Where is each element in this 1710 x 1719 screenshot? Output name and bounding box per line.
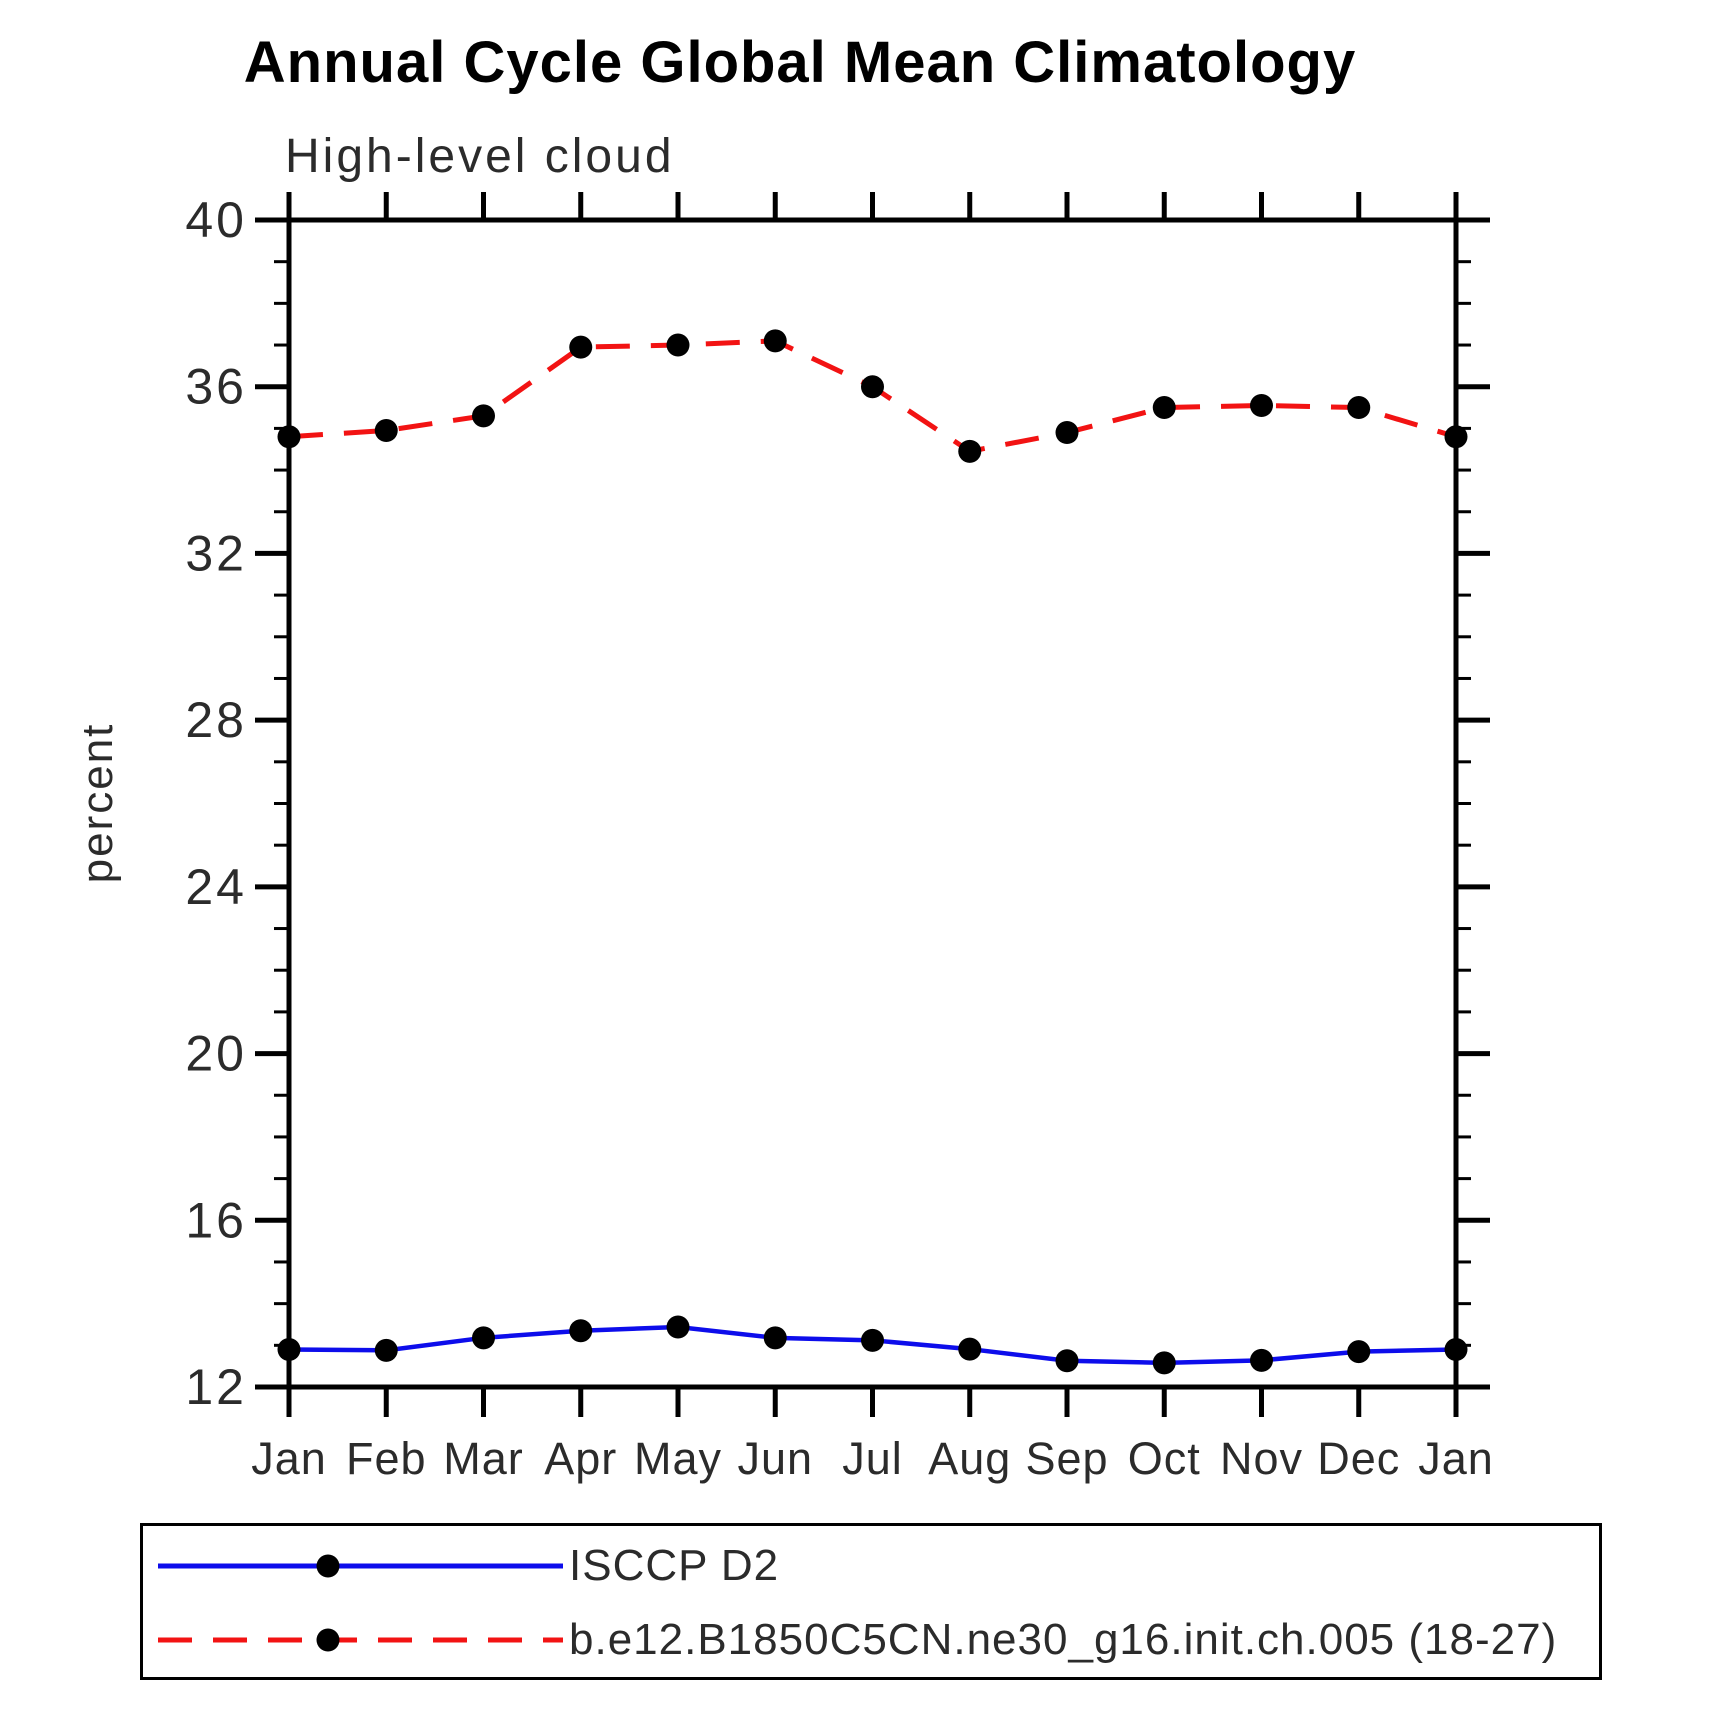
legend: ISCCP D2 b.e12.B1850C5CN.ne30_g16.init.c… — [140, 1523, 1602, 1680]
data-point — [1055, 1349, 1079, 1373]
data-point — [1347, 1340, 1371, 1364]
x-tick-label: Jan — [1418, 1433, 1494, 1484]
data-point — [666, 333, 690, 357]
data-point — [1444, 1337, 1468, 1361]
legend-sample-line-0 — [158, 1554, 563, 1578]
x-tick-label: Aug — [928, 1433, 1011, 1484]
legend-marker — [316, 1628, 340, 1652]
chart-subtitle: High-level cloud — [285, 130, 675, 183]
x-tick-label: Oct — [1128, 1433, 1201, 1484]
y-tick-label: 12 — [185, 1359, 247, 1415]
y-tick-label: 16 — [185, 1192, 247, 1248]
x-tick-label: Jun — [737, 1433, 813, 1484]
legend-entry-model: b.e12.B1850C5CN.ne30_g16.init.ch.005 (18… — [143, 1610, 1599, 1670]
y-tick-label: 20 — [185, 1026, 247, 1082]
data-point — [763, 1326, 787, 1350]
data-point — [1250, 1348, 1273, 1372]
data-point — [1444, 425, 1468, 449]
x-tick-label: Nov — [1220, 1433, 1303, 1484]
data-point — [472, 404, 495, 428]
legend-label-isccp: ISCCP D2 — [569, 1541, 780, 1590]
series-layer — [277, 329, 1468, 1375]
x-tick-label: Mar — [443, 1433, 524, 1484]
y-tick-label: 24 — [185, 859, 247, 915]
data-point — [374, 418, 398, 442]
chart-title: Annual Cycle Global Mean Climatology — [244, 30, 1356, 95]
data-point — [569, 1319, 593, 1343]
data-point — [1152, 396, 1176, 420]
data-point — [569, 335, 593, 359]
data-point — [861, 1328, 884, 1352]
x-tick-label: May — [634, 1433, 722, 1484]
data-point — [666, 1315, 690, 1339]
legend-marker — [316, 1554, 340, 1578]
axes-layer — [255, 192, 1490, 1417]
data-point — [277, 1337, 301, 1361]
x-tick-label: Feb — [346, 1433, 427, 1484]
data-point — [374, 1338, 398, 1362]
data-point — [861, 375, 884, 399]
x-tick-label: Dec — [1317, 1433, 1400, 1484]
legend-label-model: b.e12.B1850C5CN.ne30_g16.init.ch.005 (18… — [569, 1615, 1558, 1664]
legend-sample-line-1 — [158, 1628, 563, 1652]
x-tick-label: Apr — [544, 1433, 617, 1484]
legend-entry-isccp: ISCCP D2 — [143, 1536, 1599, 1596]
x-tick-label: Jan — [251, 1433, 327, 1484]
data-point — [958, 439, 982, 463]
data-point — [472, 1326, 495, 1350]
data-point — [1250, 393, 1273, 417]
x-tick-label: Jul — [842, 1433, 903, 1484]
tick-labels-layer: 12 16 20 24 28 32 36 40 Jan Feb Mar Apr May Jun Jul Aug… — [185, 192, 1494, 1484]
data-point — [277, 425, 301, 449]
data-point — [1347, 396, 1371, 420]
y-tick-label: 32 — [185, 525, 247, 581]
data-point — [1055, 421, 1079, 445]
y-axis-title: percent — [73, 723, 122, 884]
data-point — [1152, 1351, 1176, 1375]
data-point — [958, 1337, 982, 1361]
data-point — [763, 329, 787, 353]
x-tick-label: Sep — [1025, 1433, 1108, 1484]
y-tick-label: 28 — [185, 692, 247, 748]
y-tick-label: 36 — [185, 359, 247, 415]
y-tick-label: 40 — [185, 192, 247, 248]
